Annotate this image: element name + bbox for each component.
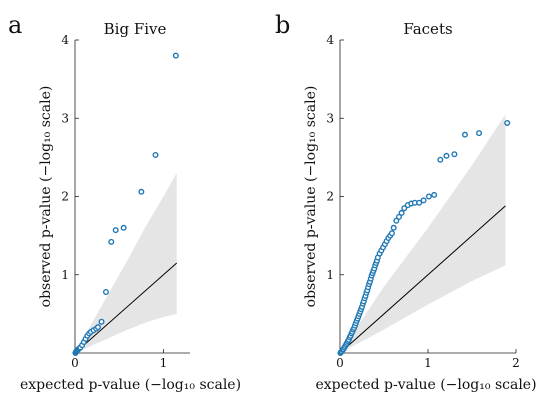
data-point [395,213,402,220]
data-point [108,238,115,245]
data-point [112,227,119,234]
data-point [425,193,432,200]
panel-label: b [275,11,290,39]
data-point [398,209,405,216]
data-point [120,224,127,231]
data-point [98,318,105,325]
panel-a-big-five: 0 1 1 2 3 4 a Big Five expected p-value (−log₁₀ … [8,11,241,393]
y-axis-label: observed p-value (−log₁₀ scale) [303,86,319,308]
confidence-band [340,114,506,354]
chart-title: Big Five [104,20,167,38]
x-tick-label: 0 [336,356,344,370]
data-point [416,199,423,206]
x-tick-label: 1 [424,356,432,370]
reference-line [339,205,506,354]
x-axis-label: expected p-value (−log₁₀ scale) [20,377,241,393]
data-point [476,130,483,137]
data-point [504,119,511,126]
y-tick-label: 1 [61,268,69,282]
data-point [94,324,101,331]
data-point [152,152,159,159]
data-point [102,288,109,295]
y-tick-label: 4 [326,33,334,47]
x-tick-label: 2 [512,356,520,370]
y-tick-label: 4 [61,33,69,47]
data-point [401,205,408,212]
x-axis-label: expected p-value (−log₁₀ scale) [315,377,536,393]
y-axis-label: observed p-value (−log₁₀ scale) [38,86,54,308]
data-point [461,131,468,138]
y-tick-label: 3 [61,111,69,125]
data-point [138,188,145,195]
data-point [431,191,438,198]
y-tick-label: 2 [61,190,69,204]
chart-title: Facets [403,20,452,38]
y-tick-label: 2 [326,190,334,204]
data-point [443,152,450,159]
data-point [420,197,427,204]
reference-line [74,262,178,354]
panel-label: a [8,11,22,39]
data-point [437,156,444,163]
y-tick-label: 1 [326,268,334,282]
data-point [451,151,458,158]
data-point [172,52,179,59]
data-point [388,230,395,237]
x-tick-label: 1 [160,356,168,370]
y-tick-label: 3 [326,111,334,125]
data-point [393,217,400,224]
confidence-band [75,173,177,353]
data-point [390,224,397,231]
panel-b-facets: 0 1 2 1 2 3 4 b Facets expected p-value (−log₁₀ s… [275,11,537,393]
x-tick-label: 0 [71,356,79,370]
